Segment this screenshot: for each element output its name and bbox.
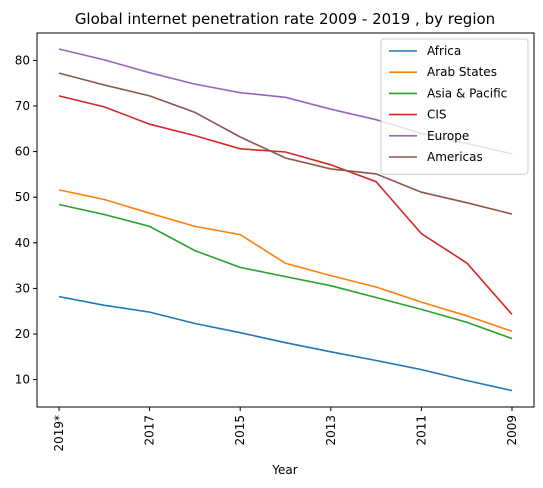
y-tick-label: 50 bbox=[15, 190, 30, 204]
x-tick-label: 2015 bbox=[233, 415, 247, 446]
series-line-africa bbox=[58, 295, 513, 392]
y-tick-label: 30 bbox=[15, 281, 30, 295]
legend-label: Asia & Pacific bbox=[427, 86, 507, 100]
chart-title: Global internet penetration rate 2009 - … bbox=[75, 10, 495, 28]
legend-box bbox=[380, 38, 529, 175]
x-axis: 2019* 2017 2015 2013 2011 2009 bbox=[52, 407, 519, 452]
legend-label: Europe bbox=[427, 129, 469, 143]
series-line-asia-pacific bbox=[58, 203, 513, 340]
y-tick-label: 20 bbox=[15, 327, 30, 341]
y-tick-label: 70 bbox=[15, 99, 30, 113]
axes-frame bbox=[36, 32, 535, 408]
plot-area bbox=[58, 48, 513, 392]
series-line-americas bbox=[58, 72, 513, 215]
y-tick-label: 80 bbox=[15, 53, 30, 67]
x-tick-label: 2011 bbox=[414, 415, 428, 446]
series-line-cis bbox=[58, 95, 513, 315]
legend-label: Africa bbox=[427, 44, 461, 58]
y-tick-label: 40 bbox=[15, 236, 30, 250]
x-axis-label: Year bbox=[271, 463, 297, 477]
series-line-arab-states bbox=[58, 189, 513, 333]
y-axis: 10 20 30 40 50 60 70 80 bbox=[15, 53, 37, 387]
x-tick-label: 2009 bbox=[505, 415, 519, 446]
legend-label: CIS bbox=[427, 108, 447, 122]
legend: Africa Arab States Asia & Pacific CIS Europe… bbox=[380, 38, 529, 175]
x-tick-label: 2017 bbox=[143, 415, 157, 446]
y-tick-label: 60 bbox=[15, 145, 30, 159]
legend-label: Arab States bbox=[427, 65, 497, 79]
y-tick-label: 10 bbox=[15, 373, 30, 387]
legend-label: Americas bbox=[427, 150, 483, 164]
x-tick-label: 2013 bbox=[324, 415, 338, 446]
x-tick-label: 2019* bbox=[52, 415, 66, 452]
